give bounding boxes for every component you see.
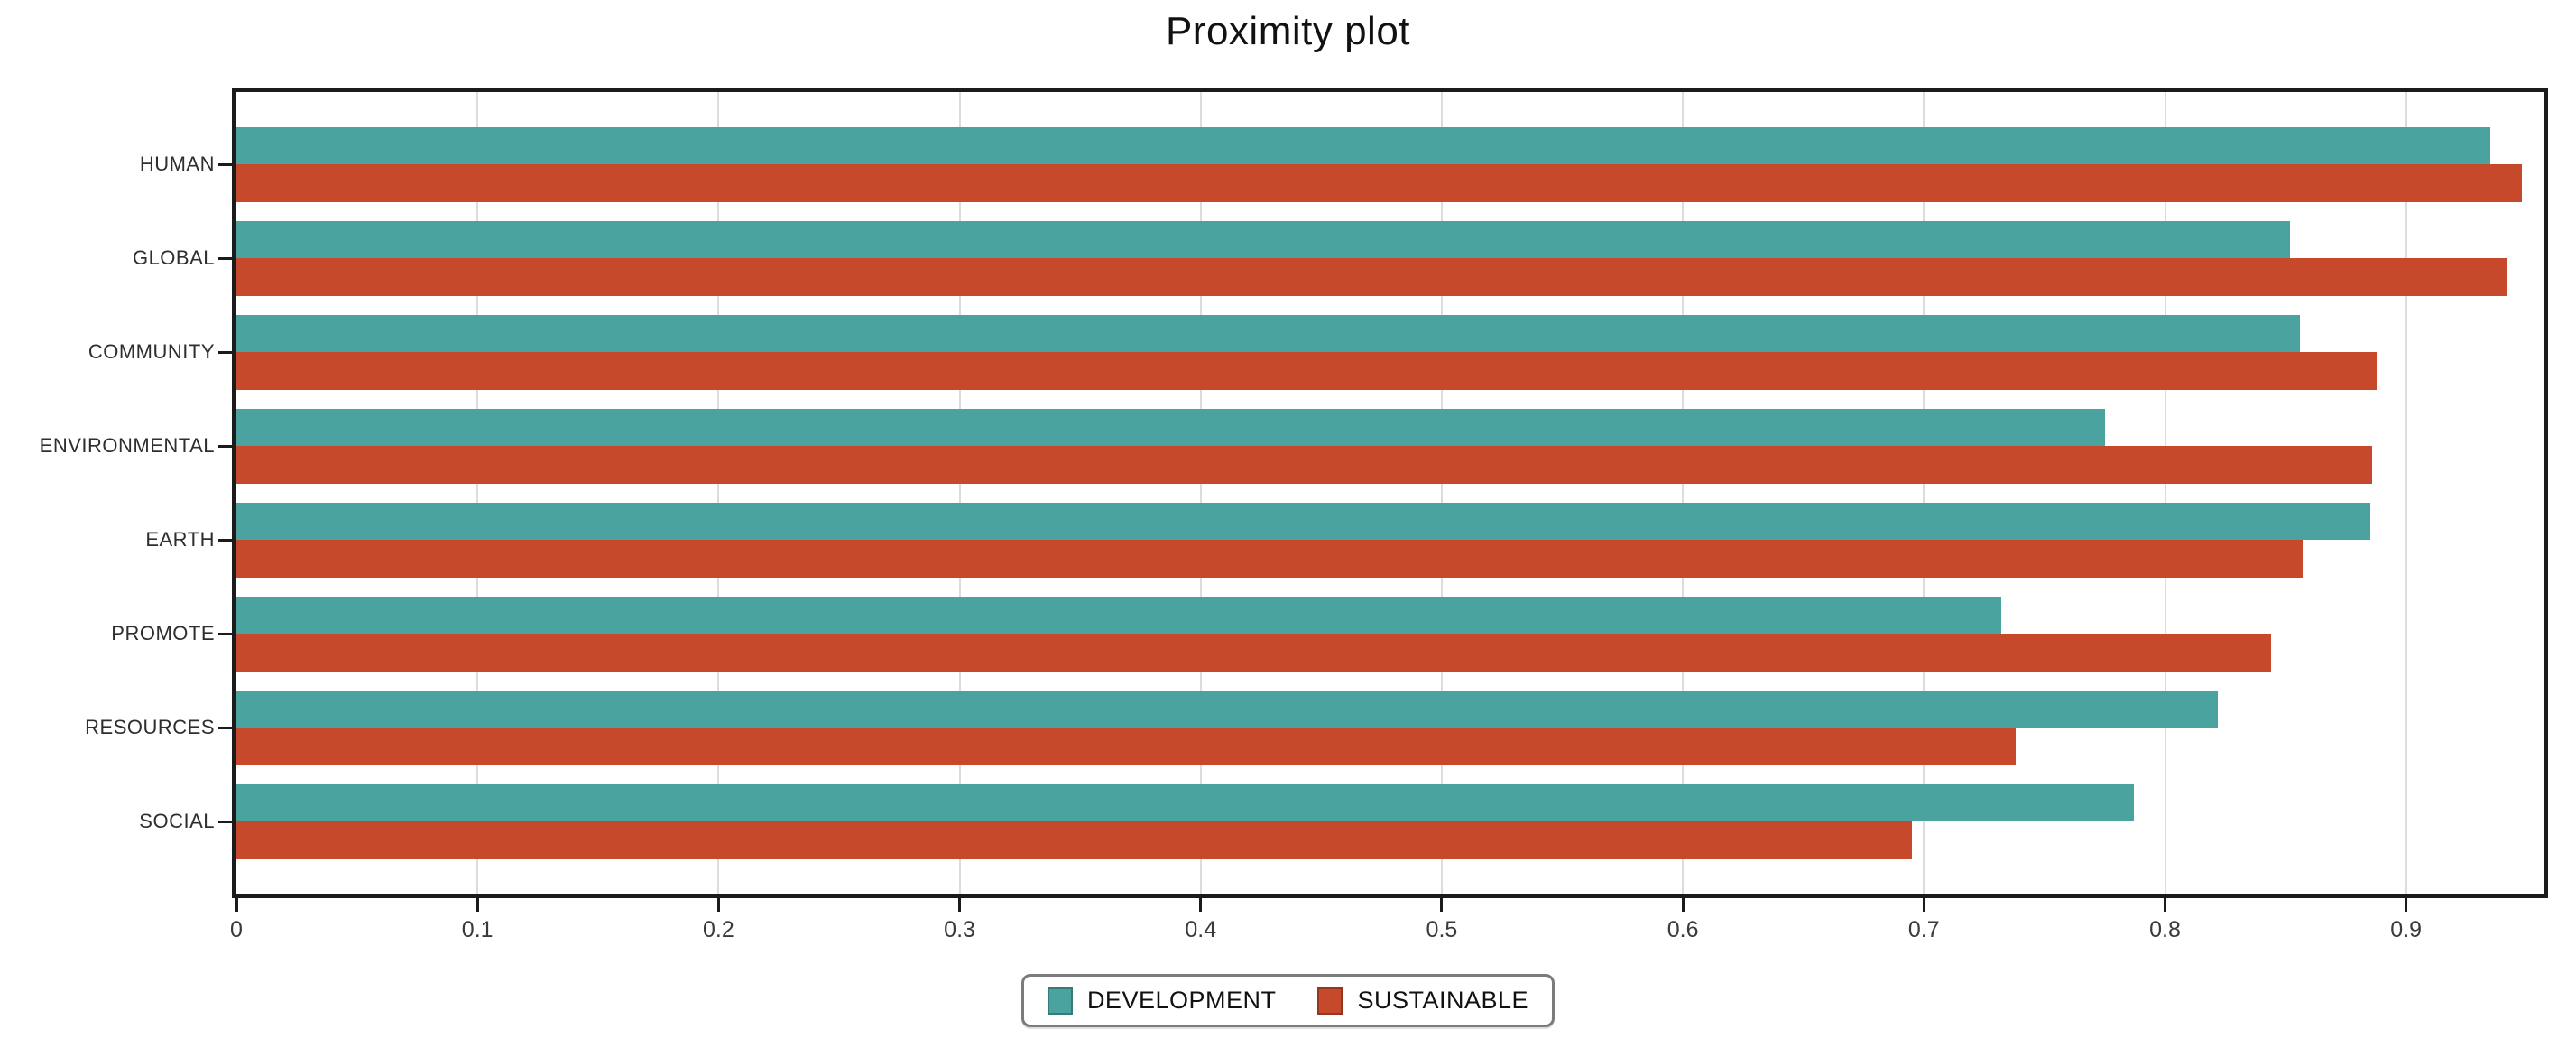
gridline [476, 92, 479, 894]
x-axis-tick [1681, 898, 1685, 912]
y-axis-tick [218, 538, 232, 542]
bar-resources-development [236, 690, 2219, 728]
x-tick-label: 0.2 [702, 917, 734, 942]
y-axis-tick [218, 162, 232, 166]
x-tick-label: 0.5 [1426, 917, 1458, 942]
x-tick-label: 0.9 [2390, 917, 2423, 942]
x-tick-label: 0.6 [1667, 917, 1699, 942]
development-swatch-icon [1047, 987, 1073, 1015]
bar-community-development [236, 314, 2301, 352]
bar-community-sustainable [236, 352, 2377, 390]
category-label: ENVIRONMENTAL [39, 434, 215, 457]
bar-environmental-development [236, 408, 2105, 446]
x-axis-tick [2405, 898, 2408, 912]
gridline [1682, 92, 1685, 894]
bar-earth-development [236, 502, 2370, 540]
bar-promote-sustainable [236, 634, 2272, 672]
legend: DEVELOPMENT SUSTAINABLE [0, 974, 2576, 1027]
x-tick-label: 0.8 [2149, 917, 2181, 942]
category-label: GLOBAL [132, 246, 215, 269]
bar-earth-sustainable [236, 540, 2303, 578]
bar-resources-sustainable [236, 728, 2016, 765]
plot-area: HUMAN GLOBAL COMMUNITY ENVIRONMENTAL EARTH PR… [40, 88, 2548, 942]
bar-environmental-sustainable [236, 446, 2373, 484]
y-axis-tick [218, 632, 232, 635]
sustainable-swatch-icon [1317, 987, 1343, 1015]
bar-promote-development [236, 596, 2001, 634]
y-axis-tick [218, 256, 232, 260]
legend-box: DEVELOPMENT SUSTAINABLE [1020, 974, 1556, 1027]
bar-human-development [236, 126, 2491, 164]
category-label: SOCIAL [139, 810, 215, 832]
category-label: EARTH [145, 528, 215, 551]
x-axis-tick [1199, 898, 1203, 912]
x-axis-tick [475, 898, 479, 912]
y-axis-tick [218, 820, 232, 823]
bar-social-sustainable [236, 821, 1912, 859]
gridline [1923, 92, 1925, 894]
legend-label-sustainable: SUSTAINABLE [1357, 987, 1529, 1014]
x-axis-tick [1440, 898, 1444, 912]
legend-entry-sustainable: SUSTAINABLE [1317, 987, 1528, 1015]
y-axis-tick [218, 350, 232, 354]
category-label: RESOURCES [85, 716, 215, 738]
category-label: HUMAN [139, 153, 215, 175]
bar-social-development [236, 783, 2134, 821]
x-tick-label: 0 [230, 917, 243, 942]
gridline [1440, 92, 1443, 894]
x-axis-tick [235, 898, 238, 912]
gridline [958, 92, 961, 894]
x-axis-tick [2164, 898, 2166, 912]
gridline [717, 92, 720, 894]
gridline [2164, 92, 2166, 894]
x-axis-tick [958, 898, 962, 912]
chart-title: Proximity plot [1165, 9, 1411, 53]
y-axis-tick [218, 726, 232, 729]
gridline [1199, 92, 1202, 894]
category-label: COMMUNITY [88, 340, 215, 363]
bar-global-sustainable [236, 258, 2507, 296]
x-tick-label: 0.1 [461, 917, 494, 942]
gridline [2405, 92, 2407, 894]
legend-label-development: DEVELOPMENT [1086, 987, 1277, 1014]
legend-entry-development: DEVELOPMENT [1047, 987, 1277, 1015]
x-tick-label: 0.7 [1907, 917, 1940, 942]
bar-human-sustainable [236, 164, 2522, 202]
x-axis-tick [1922, 898, 1925, 912]
x-tick-label: 0.4 [1185, 917, 1217, 942]
x-tick-label: 0.3 [944, 917, 975, 942]
y-axis-tick [218, 444, 232, 448]
bar-global-development [236, 220, 2291, 258]
x-axis-tick [716, 898, 720, 912]
category-label: PROMOTE [111, 622, 215, 644]
